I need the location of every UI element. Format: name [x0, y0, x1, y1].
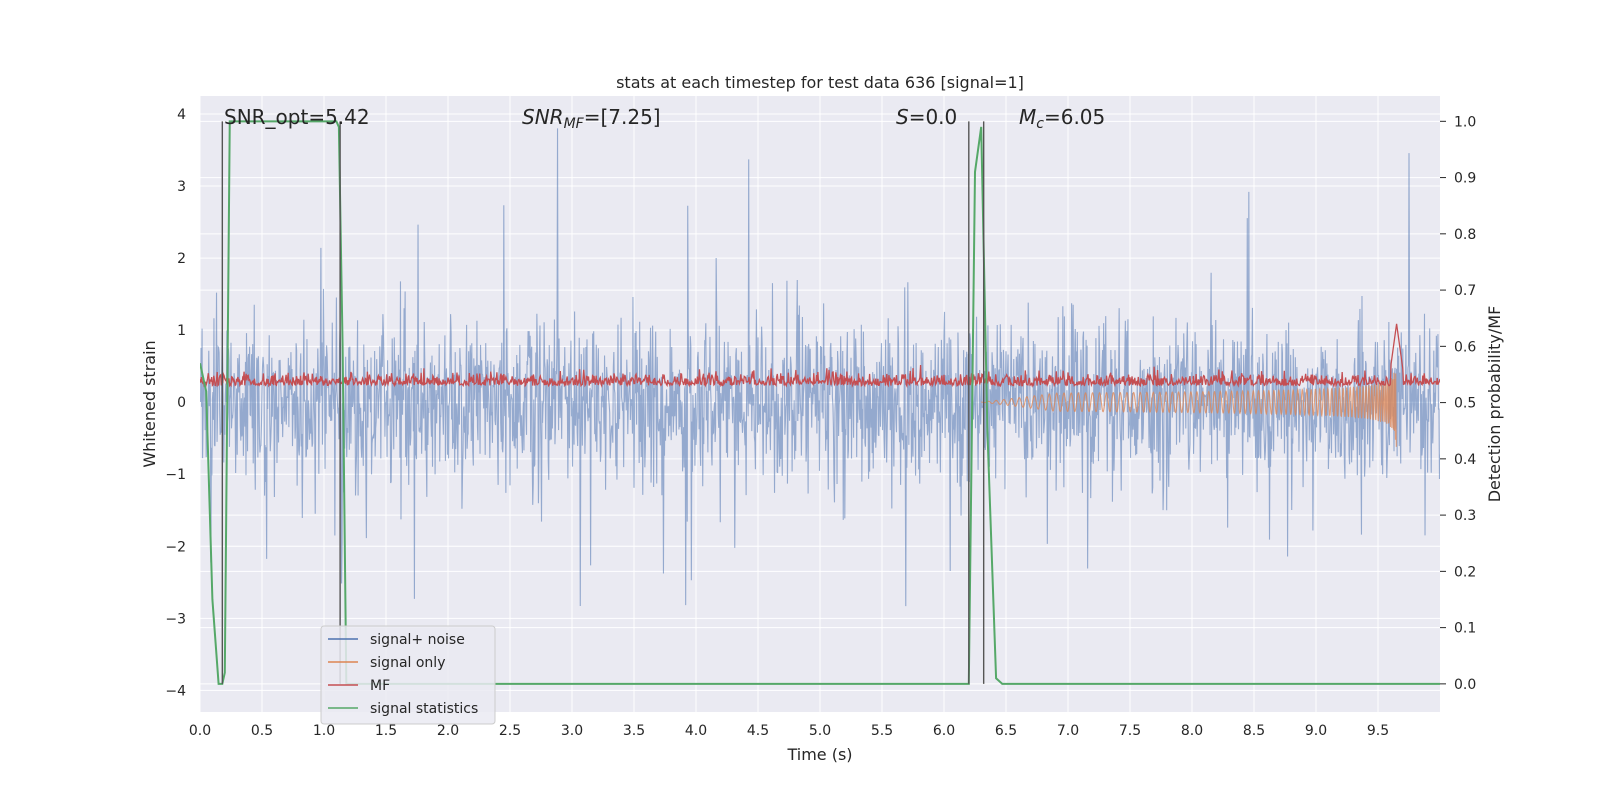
right-y-tick-label: 0.6 — [1454, 339, 1476, 355]
legend-item-signal-statistics: signal statistics — [328, 701, 478, 717]
left-y-tick-label: 3 — [177, 179, 186, 195]
s-tail: =0.0 — [909, 105, 958, 129]
left-y-tick-label: −1 — [165, 467, 186, 483]
x-tick-label: 6.0 — [933, 723, 955, 739]
x-tick-label: 7.5 — [1119, 723, 1141, 739]
legend-item-mf: MF — [328, 678, 390, 694]
legend-label: signal+ noise — [370, 632, 465, 648]
legend-item-signal-noise: signal+ noise — [328, 632, 465, 648]
x-axis-label: Time (s) — [786, 745, 852, 764]
mc-main: M — [1019, 105, 1036, 129]
right-y-tick-label: 0.7 — [1454, 283, 1476, 299]
right-y-tick-label: 0.1 — [1454, 621, 1476, 637]
x-tick-label: 9.5 — [1367, 723, 1389, 739]
x-tick-label: 5.0 — [809, 723, 831, 739]
snr-mf-annotation: SNRMF=[7.25] — [522, 105, 661, 132]
mc-sub: c — [1036, 116, 1044, 132]
right-y-axis-ticks: 0.0 0.1 0.2 0.3 0.4 0.5 0.6 0.7 0.8 0.9 1.0 — [1440, 114, 1476, 693]
x-tick-label: 4.0 — [685, 723, 707, 739]
x-tick-label: 0.0 — [189, 723, 211, 739]
x-tick-label: 7.0 — [1057, 723, 1079, 739]
right-y-tick-label: 1.0 — [1454, 114, 1476, 130]
x-tick-label: 4.5 — [747, 723, 769, 739]
right-y-tick-label: 0.0 — [1454, 677, 1476, 693]
mf-series — [200, 323, 1440, 389]
chart-title: stats at each timestep for test data 636… — [616, 73, 1024, 92]
mc-annotation: Mc=6.05 — [1019, 105, 1105, 132]
mc-tail: =6.05 — [1044, 105, 1105, 129]
x-tick-label: 3.0 — [561, 723, 583, 739]
x-tick-label: 1.0 — [313, 723, 335, 739]
right-y-tick-label: 0.4 — [1454, 452, 1476, 468]
left-y-tick-label: 2 — [177, 251, 186, 267]
x-tick-label: 3.5 — [623, 723, 645, 739]
x-axis-ticks: 0.0 0.5 1.0 1.5 2.0 2.5 3.0 3.5 4.0 4.5 5.0 5.5 6.0 6… — [189, 723, 1389, 739]
left-y-tick-label: −4 — [165, 683, 186, 699]
snr-mf-sub: MF — [564, 116, 585, 132]
x-tick-label: 1.5 — [375, 723, 397, 739]
right-y-tick-label: 0.8 — [1454, 227, 1476, 243]
x-tick-label: 6.5 — [995, 723, 1017, 739]
legend-label: signal statistics — [370, 701, 478, 717]
x-tick-label: 2.5 — [499, 723, 521, 739]
left-y-tick-label: 0 — [177, 395, 186, 411]
x-tick-label: 8.0 — [1181, 723, 1203, 739]
snr-mf-main: SNR — [522, 105, 564, 129]
signal-only-series — [981, 372, 1397, 447]
s-main: S — [896, 105, 909, 129]
vertical-markers — [221, 121, 985, 684]
x-tick-label: 0.5 — [251, 723, 273, 739]
left-y-tick-label: −3 — [165, 611, 186, 627]
left-y-tick-label: −2 — [165, 539, 186, 555]
legend-label: signal only — [370, 655, 445, 671]
left-y-tick-label: 1 — [177, 323, 186, 339]
legend-label: MF — [370, 678, 390, 694]
right-y-tick-label: 0.5 — [1454, 396, 1476, 412]
right-y-tick-label: 0.2 — [1454, 564, 1476, 580]
x-tick-label: 8.5 — [1243, 723, 1265, 739]
right-y-tick-label: 0.9 — [1454, 171, 1476, 187]
right-y-tick-label: 0.3 — [1454, 508, 1476, 524]
right-y-axis-label: Detection probability/MF — [1485, 306, 1504, 503]
left-y-axis-ticks: −4 −3 −2 −1 0 1 2 3 4 — [165, 107, 186, 699]
snr-opt-annotation: SNR_opt=5.42 — [224, 105, 370, 129]
s-annotation: S=0.0 — [896, 105, 957, 129]
left-y-tick-label: 4 — [177, 107, 186, 123]
legend-item-signal-only: signal only — [328, 655, 445, 671]
left-y-axis-label: Whitened strain — [140, 340, 159, 467]
x-tick-label: 9.0 — [1305, 723, 1327, 739]
legend: signal+ noise signal only MF signal stat… — [320, 625, 496, 725]
x-tick-label: 2.0 — [437, 723, 459, 739]
signal-noise-series — [200, 128, 1440, 607]
x-tick-label: 5.5 — [871, 723, 893, 739]
legend-box — [320, 625, 496, 725]
snr-mf-tail: =[7.25] — [584, 105, 661, 129]
